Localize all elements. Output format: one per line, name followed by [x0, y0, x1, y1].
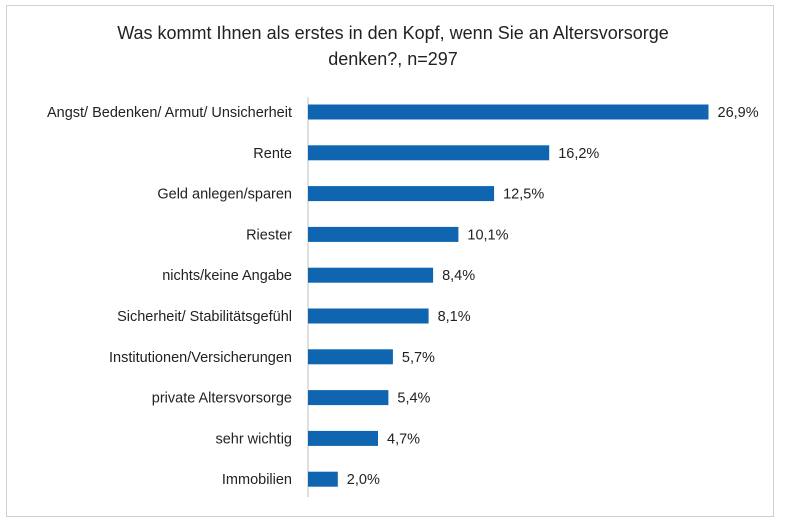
chart-frame [6, 5, 774, 517]
category-label: Institutionen/Versicherungen [109, 350, 292, 366]
value-label: 5,7% [402, 350, 435, 366]
bar [308, 104, 709, 120]
bar [308, 471, 338, 487]
bar [308, 308, 429, 324]
bar [308, 390, 389, 406]
chart-title-line-2: denken?, n=297 [328, 49, 458, 69]
bar [308, 267, 434, 283]
category-label: Rente [253, 146, 292, 162]
value-label: 2,0% [347, 472, 380, 488]
chart-title: Was kommt Ihnen als erstes in den Kopf, … [0, 20, 786, 72]
bar [308, 186, 495, 202]
category-label: nichts/keine Angabe [162, 268, 292, 284]
category-label: Angst/ Bedenken/ Armut/ Unsicherheit [47, 105, 292, 121]
value-label: 16,2% [558, 146, 599, 162]
category-label: Geld anlegen/sparen [157, 187, 292, 203]
bar [308, 430, 378, 446]
category-label: sehr wichtig [215, 431, 292, 447]
bar [308, 226, 459, 242]
bar [308, 145, 550, 161]
category-label: private Altersvorsorge [152, 391, 292, 407]
value-label: 8,4% [442, 268, 475, 284]
value-label: 4,7% [387, 431, 420, 447]
category-label: Immobilien [222, 472, 292, 488]
category-label: Riester [246, 227, 292, 243]
value-label: 12,5% [503, 187, 544, 203]
value-label: 26,9% [718, 105, 759, 121]
category-label: Sicherheit/ Stabilitätsgefühl [117, 309, 292, 325]
value-label: 10,1% [467, 227, 508, 243]
value-label: 8,1% [438, 309, 471, 325]
value-label: 5,4% [397, 391, 430, 407]
chart-title-line-1: Was kommt Ihnen als erstes in den Kopf, … [117, 23, 669, 43]
bar [308, 349, 393, 365]
